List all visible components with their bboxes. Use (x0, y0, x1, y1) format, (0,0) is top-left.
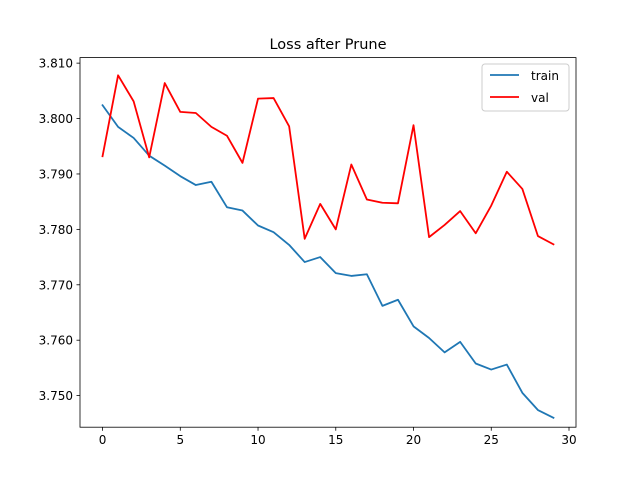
y-axis-ticks: 3.750 3.760 3.770 3.780 3.790 3.800 3.810 (39, 57, 80, 403)
legend: train val (481, 63, 570, 112)
y-tick-label: 3.760 (39, 334, 73, 348)
y-tick-label: 3.790 (39, 167, 73, 181)
x-tick-label: 25 (484, 433, 499, 447)
legend-val-label: val (531, 91, 549, 105)
x-tick-label: 10 (250, 433, 265, 447)
y-tick-label: 3.780 (39, 223, 73, 237)
series-layer (101, 74, 555, 419)
x-tick-label: 5 (176, 433, 184, 447)
x-tick-label: 0 (99, 433, 107, 447)
series-line-train (101, 103, 555, 419)
x-tick-label: 30 (561, 433, 576, 447)
plot-frame (79, 57, 577, 428)
y-tick-label: 3.770 (39, 278, 73, 292)
series-line-val (101, 74, 555, 246)
y-tick-label: 3.800 (39, 112, 73, 126)
x-tick-label: 15 (328, 433, 343, 447)
x-axis-ticks: 0 5 10 15 20 25 30 (99, 427, 577, 447)
y-tick-label: 3.750 (39, 389, 73, 403)
y-tick-label: 3.810 (39, 57, 73, 71)
chart-title: Loss after Prune (269, 37, 386, 53)
legend-train-label: train (531, 69, 559, 83)
x-tick-label: 20 (406, 433, 421, 447)
